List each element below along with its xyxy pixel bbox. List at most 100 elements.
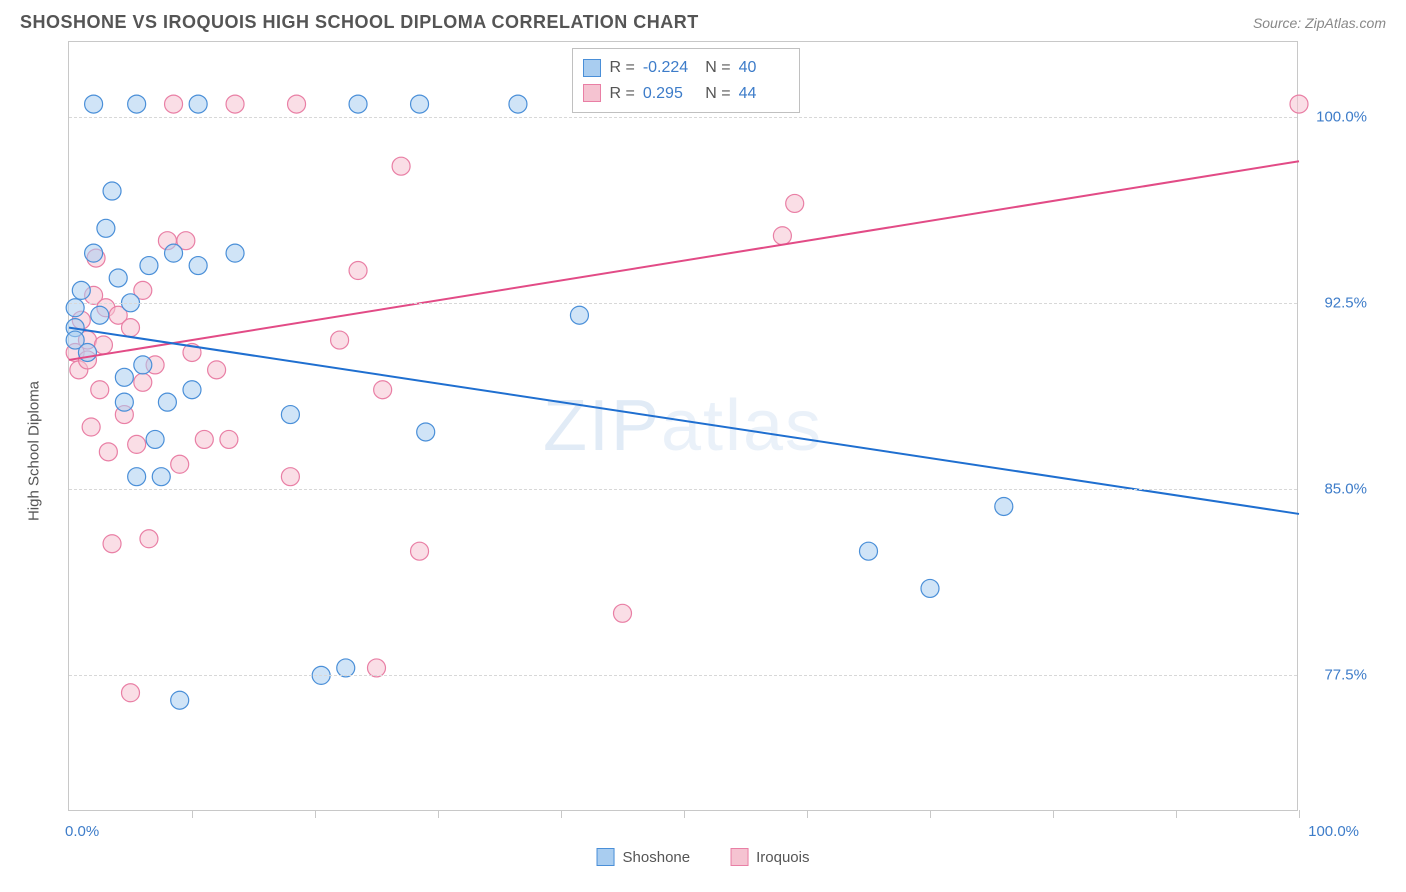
- scatter-point: [85, 95, 103, 113]
- scatter-point: [99, 443, 117, 461]
- scatter-point: [103, 182, 121, 200]
- source-label: Source: ZipAtlas.com: [1253, 15, 1386, 31]
- scatter-point: [134, 373, 152, 391]
- scatter-point: [97, 219, 115, 237]
- scatter-point: [128, 435, 146, 453]
- scatter-point: [392, 157, 410, 175]
- scatter-point: [281, 406, 299, 424]
- scatter-point: [85, 244, 103, 262]
- scatter-point: [195, 430, 213, 448]
- x-tick: [930, 810, 931, 818]
- scatter-point: [786, 194, 804, 212]
- x-min-label: 0.0%: [65, 823, 99, 840]
- legend-swatch: [597, 848, 615, 866]
- scatter-point: [183, 381, 201, 399]
- stat-n-value: 40: [739, 55, 789, 81]
- x-tick: [1053, 810, 1054, 818]
- scatter-point: [103, 535, 121, 553]
- scatter-point: [109, 269, 127, 287]
- scatter-point: [281, 468, 299, 486]
- scatter-point: [94, 336, 112, 354]
- scatter-point: [82, 418, 100, 436]
- x-tick: [192, 810, 193, 818]
- scatter-point: [411, 542, 429, 560]
- scatter-point: [115, 368, 133, 386]
- scatter-point: [614, 604, 632, 622]
- series-swatch: [583, 84, 601, 102]
- scatter-point: [331, 331, 349, 349]
- scatter-point: [128, 468, 146, 486]
- stat-r-value: 0.295: [643, 81, 693, 107]
- scatter-point: [349, 262, 367, 280]
- scatter-point: [189, 257, 207, 275]
- scatter-point: [337, 659, 355, 677]
- stat-n-label: N =: [701, 55, 731, 81]
- legend-label: Iroquois: [756, 849, 809, 866]
- y-tick-label: 100.0%: [1307, 108, 1367, 125]
- stat-n-label: N =: [701, 81, 731, 107]
- scatter-point: [1290, 95, 1308, 113]
- scatter-point: [921, 579, 939, 597]
- scatter-point: [288, 95, 306, 113]
- gridline-h: [69, 117, 1297, 118]
- scatter-point: [570, 306, 588, 324]
- gridline-h: [69, 489, 1297, 490]
- trend-line: [69, 328, 1299, 514]
- scatter-point: [140, 257, 158, 275]
- scatter-point: [349, 95, 367, 113]
- stats-box: R =-0.224 N =40R =0.295 N =44: [572, 48, 799, 113]
- scatter-point: [226, 95, 244, 113]
- scatter-point: [995, 497, 1013, 515]
- stats-row: R =-0.224 N =40: [583, 55, 788, 81]
- scatter-point: [91, 381, 109, 399]
- scatter-point: [152, 468, 170, 486]
- scatter-point: [140, 530, 158, 548]
- scatter-point: [122, 684, 140, 702]
- scatter-point: [165, 244, 183, 262]
- legend-bottom: Shoshone Iroquois: [597, 848, 810, 866]
- legend-item: Shoshone: [597, 848, 691, 866]
- stat-r-label: R =: [609, 81, 634, 107]
- y-tick-label: 92.5%: [1307, 294, 1367, 311]
- x-tick: [561, 810, 562, 818]
- x-tick: [1299, 810, 1300, 818]
- scatter-point: [226, 244, 244, 262]
- x-tick: [1176, 810, 1177, 818]
- scatter-point: [509, 95, 527, 113]
- scatter-point: [146, 430, 164, 448]
- legend-item: Iroquois: [730, 848, 809, 866]
- scatter-svg: [69, 42, 1297, 810]
- stats-row: R =0.295 N =44: [583, 81, 788, 107]
- x-tick: [807, 810, 808, 818]
- scatter-point: [134, 356, 152, 374]
- scatter-point: [165, 95, 183, 113]
- scatter-point: [417, 423, 435, 441]
- scatter-point: [368, 659, 386, 677]
- scatter-point: [115, 393, 133, 411]
- y-axis-label: High School Diploma: [26, 381, 43, 521]
- legend-label: Shoshone: [623, 849, 691, 866]
- scatter-point: [128, 95, 146, 113]
- x-tick: [315, 810, 316, 818]
- scatter-point: [171, 691, 189, 709]
- scatter-point: [66, 299, 84, 317]
- x-tick: [438, 810, 439, 818]
- legend-swatch: [730, 848, 748, 866]
- scatter-point: [91, 306, 109, 324]
- series-swatch: [583, 59, 601, 77]
- scatter-point: [374, 381, 392, 399]
- scatter-point: [122, 319, 140, 337]
- scatter-point: [189, 95, 207, 113]
- scatter-point: [860, 542, 878, 560]
- y-tick-label: 77.5%: [1307, 667, 1367, 684]
- scatter-point: [72, 281, 90, 299]
- scatter-point: [773, 227, 791, 245]
- stat-r-label: R =: [609, 55, 634, 81]
- scatter-point: [411, 95, 429, 113]
- chart-title: SHOSHONE VS IROQUOIS HIGH SCHOOL DIPLOMA…: [20, 12, 699, 33]
- gridline-h: [69, 303, 1297, 304]
- chart-container: High School Diploma ZIPatlas R =-0.224 N…: [20, 41, 1386, 861]
- trend-line: [69, 161, 1299, 360]
- gridline-h: [69, 675, 1297, 676]
- x-max-label: 100.0%: [1308, 823, 1359, 840]
